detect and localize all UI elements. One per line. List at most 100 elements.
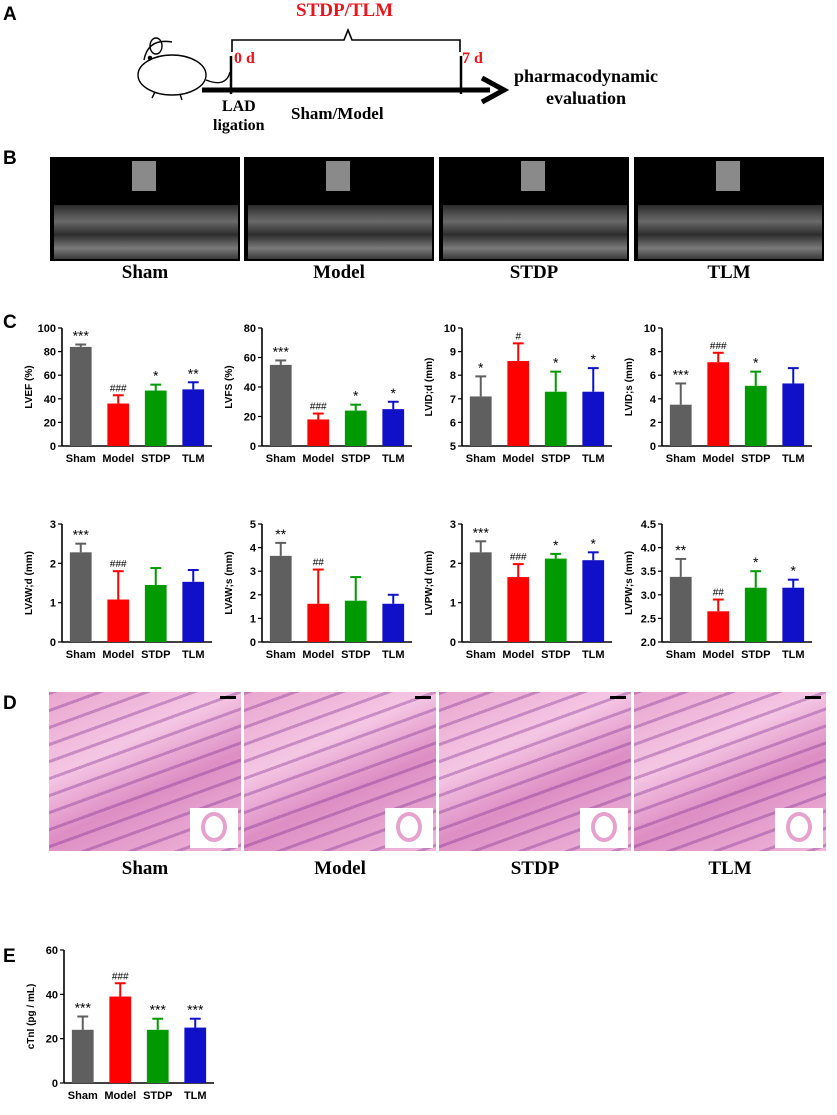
significance-mark: * [791, 563, 797, 579]
y-tick-label: 3.5 [641, 566, 656, 578]
panel-letter-a: A [3, 4, 17, 25]
significance-mark: ### [510, 552, 527, 563]
bar-tlm [582, 560, 605, 642]
x-tick-label: TLM [782, 453, 805, 465]
y-tick-label: 3.0 [641, 590, 656, 602]
y-axis-label: LVPW;d (mm) [424, 551, 435, 616]
significance-mark: * [478, 359, 484, 375]
x-tick-label: TLM [382, 453, 405, 465]
y-tick-label: 3 [450, 519, 456, 531]
echo-image-tlm [634, 157, 824, 261]
significance-mark: * [153, 368, 159, 384]
panel-letter-e: E [3, 946, 16, 967]
chart-lvid-s: 0 2 4 6 8 10 LVID;s (mm) *** Sham ### Model * STDP TL… [624, 323, 812, 465]
y-tick-label: 4.0 [641, 543, 656, 555]
y-axis-label: LVPW;s (mm) [624, 551, 635, 615]
significance-mark: * [753, 355, 759, 371]
bar-stdp [344, 600, 367, 642]
significance-mark: *** [73, 527, 90, 543]
y-tick-label: 0 [650, 441, 656, 453]
x-tick-label: TLM [382, 649, 405, 661]
bar-stdp [144, 390, 167, 446]
bar-sham [669, 404, 692, 446]
significance-mark: * [753, 554, 759, 570]
x-tick-label: Model [702, 649, 734, 661]
histology-label-model: Model [314, 858, 366, 879]
y-tick-label: 20 [244, 412, 256, 424]
x-tick-label: Sham [68, 1090, 98, 1102]
y-tick-label: 9 [450, 347, 456, 359]
x-tick-label: STDP [341, 649, 370, 661]
y-tick-label: 2 [250, 590, 256, 602]
x-tick-label: STDP [741, 453, 770, 465]
chart-lvaw-d: 0 1 2 3 LVAW;d (mm) *** Sham ### Model STDP TLM [24, 519, 212, 661]
bar-model [109, 996, 132, 1083]
day7-label: 7 d [462, 50, 483, 67]
bar-stdp [544, 391, 567, 446]
arrow-head [480, 75, 510, 105]
bar-stdp [744, 587, 767, 642]
histology-label-stdp: STDP [510, 858, 560, 879]
y-tick-label: 0 [250, 637, 256, 649]
y-tick-label: 60 [46, 945, 58, 957]
histology-label-tlm: TLM [708, 858, 752, 879]
panel-letter-d: D [3, 693, 17, 714]
significance-mark: * [553, 355, 559, 371]
significance-mark: *** [75, 1000, 92, 1016]
y-tick-label: 80 [44, 347, 56, 359]
x-tick-label: TLM [582, 453, 605, 465]
histology-image-sham [49, 692, 241, 851]
significance-mark: ## [313, 558, 325, 569]
y-tick-label: 3 [250, 566, 256, 578]
chart-ctni: 0 20 40 60 cTnI (pg / mL) *** Sham ### Model *** S… [26, 945, 214, 1102]
bar-tlm [182, 581, 205, 642]
x-tick-label: Sham [466, 649, 496, 661]
y-axis-label: LVID;d (mm) [424, 358, 435, 417]
bar-model [507, 361, 530, 446]
y-axis-label: LVID;s (mm) [624, 358, 635, 416]
bar-stdp [146, 1029, 169, 1083]
x-tick-label: STDP [143, 1090, 172, 1102]
y-tick-label: 8 [450, 370, 456, 382]
x-tick-label: Sham [666, 649, 696, 661]
significance-mark: ### [310, 402, 327, 413]
bar-tlm [582, 391, 605, 446]
significance-mark: ### [110, 559, 127, 570]
y-tick-label: 0 [250, 441, 256, 453]
x-tick-label: Sham [266, 649, 296, 661]
significance-mark: *** [473, 524, 490, 540]
x-tick-label: STDP [341, 453, 370, 465]
treatment-label: STDP/TLM [296, 0, 394, 21]
bar-tlm [184, 1027, 207, 1083]
y-tick-label: 10 [444, 323, 456, 335]
histology-image-model [244, 692, 436, 851]
bar-model [707, 611, 730, 642]
x-tick-label: Sham [666, 453, 696, 465]
histology-label-sham: Sham [121, 858, 169, 879]
y-tick-label: 6 [450, 417, 456, 429]
y-tick-label: 100 [38, 323, 56, 335]
y-tick-label: 6 [650, 370, 656, 382]
x-tick-label: Model [302, 453, 334, 465]
x-tick-label: Model [104, 1090, 136, 1102]
significance-mark: *** [187, 1002, 204, 1018]
chart-lvid-d: 5 6 7 8 9 10 LVID;d (mm) * Sham # Model * STDP * TLM [424, 323, 612, 465]
bar-model [307, 419, 330, 446]
bar-sham [71, 1029, 94, 1083]
y-tick-label: 1 [450, 598, 456, 610]
significance-mark: ** [675, 542, 686, 558]
bar-tlm [182, 389, 205, 446]
day0-label: 0 d [234, 50, 255, 67]
x-tick-label: Model [502, 649, 534, 661]
y-tick-label: 3 [50, 519, 56, 531]
significance-mark: # [515, 331, 521, 342]
x-tick-label: Model [502, 453, 534, 465]
chart-lvef: 0 20 40 60 80 100 LVEF (%) *** Sham ### Model * STDP… [24, 323, 212, 465]
panel-letter-c: C [3, 312, 17, 333]
mouse-icon [137, 37, 231, 101]
x-tick-label: Sham [266, 453, 296, 465]
chart-lvaw-s: 0 1 2 3 4 5 LVAW;s (mm) ** Sham ## Model STDP TLM [224, 519, 412, 661]
group-label: Sham/Model [291, 104, 384, 123]
timeline-schematic [137, 27, 510, 105]
bar-model [307, 603, 330, 642]
